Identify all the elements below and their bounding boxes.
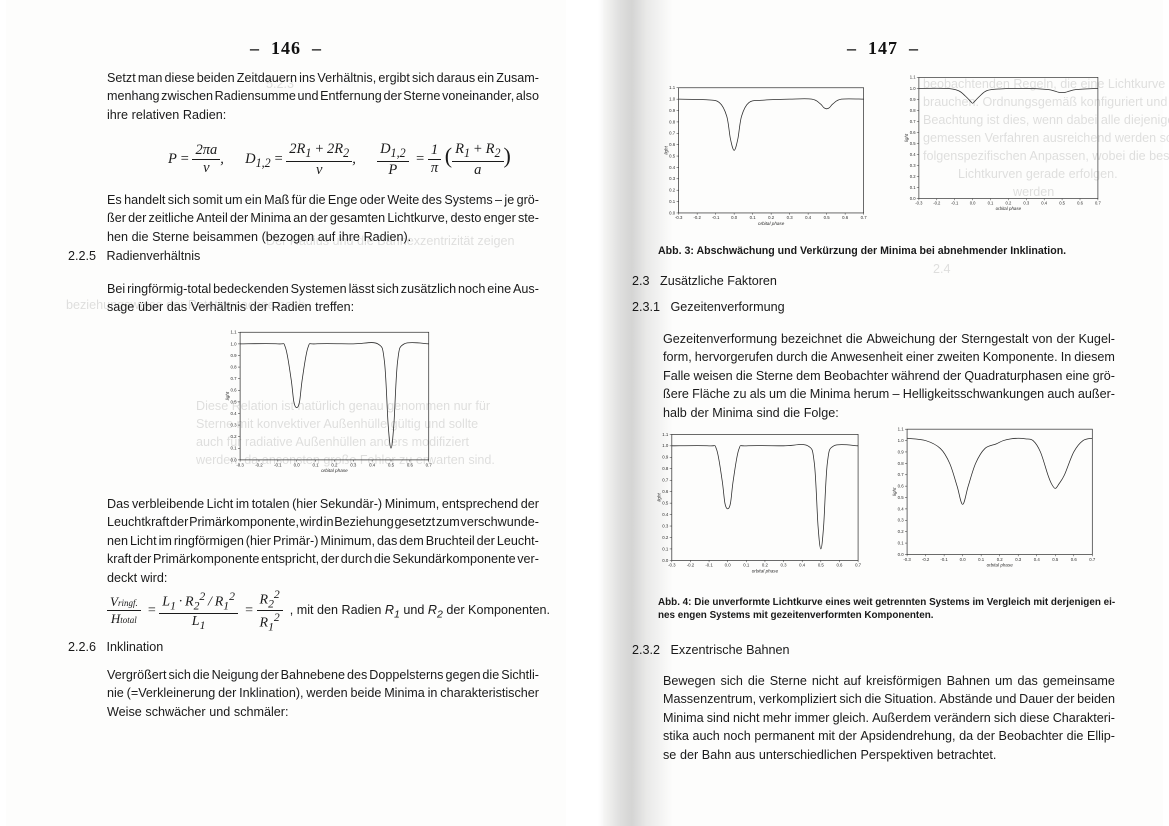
svg-text:0.4: 0.4 xyxy=(805,215,812,220)
svg-text:0.7: 0.7 xyxy=(230,376,237,381)
svg-text:0.5: 0.5 xyxy=(1059,201,1065,206)
svg-text:0.6: 0.6 xyxy=(842,215,849,220)
svg-text:0.2: 0.2 xyxy=(898,529,905,534)
svg-text:0.3: 0.3 xyxy=(780,562,787,567)
svg-text:0.3: 0.3 xyxy=(1023,201,1029,206)
svg-text:0.3: 0.3 xyxy=(230,422,237,427)
svg-text:0.5: 0.5 xyxy=(230,399,237,404)
svg-text:0.1: 0.1 xyxy=(750,215,757,220)
svg-text:0.2: 0.2 xyxy=(910,174,916,179)
svg-text:-0.3: -0.3 xyxy=(675,215,683,220)
svg-text:orbital phase: orbital phase xyxy=(996,206,1022,211)
svg-text:0.2: 0.2 xyxy=(1005,201,1011,206)
svg-text:0.7: 0.7 xyxy=(861,215,868,220)
svg-text:0.2: 0.2 xyxy=(331,462,338,467)
svg-text:orbital phase: orbital phase xyxy=(758,220,785,225)
svg-text:0.4: 0.4 xyxy=(230,411,237,416)
svg-text:0.3: 0.3 xyxy=(350,462,357,467)
svg-text:-0.1: -0.1 xyxy=(941,556,949,561)
svg-text:0.2: 0.2 xyxy=(997,556,1004,561)
svg-text:1.0: 1.0 xyxy=(230,341,237,346)
svg-text:orbital phase: orbital phase xyxy=(321,468,348,473)
svg-text:1.1: 1.1 xyxy=(898,426,905,431)
svg-text:0.0: 0.0 xyxy=(230,457,237,462)
svg-text:0.5: 0.5 xyxy=(388,462,395,467)
svg-text:0.0: 0.0 xyxy=(294,462,301,467)
svg-text:0.3: 0.3 xyxy=(787,215,794,220)
svg-text:0.0: 0.0 xyxy=(960,556,967,561)
svg-text:0.9: 0.9 xyxy=(230,353,237,358)
svg-text:0.4: 0.4 xyxy=(799,562,806,567)
svg-text:-0.1: -0.1 xyxy=(951,201,959,206)
svg-text:0.9: 0.9 xyxy=(910,97,916,102)
svg-text:0.2: 0.2 xyxy=(768,215,775,220)
svg-text:0.6: 0.6 xyxy=(836,562,843,567)
svg-text:0.8: 0.8 xyxy=(230,364,237,369)
svg-text:0.5: 0.5 xyxy=(1053,556,1060,561)
svg-text:-0.1: -0.1 xyxy=(274,462,282,467)
svg-text:0.4: 0.4 xyxy=(1034,556,1041,561)
svg-text:0.6: 0.6 xyxy=(1071,556,1078,561)
svg-text:-0.3: -0.3 xyxy=(915,201,923,206)
svg-text:0.6: 0.6 xyxy=(898,483,905,488)
svg-text:0.8: 0.8 xyxy=(898,460,905,465)
svg-text:0.1: 0.1 xyxy=(898,540,905,545)
svg-text:0.5: 0.5 xyxy=(817,562,824,567)
svg-text:0.4: 0.4 xyxy=(910,152,916,157)
svg-text:0.7: 0.7 xyxy=(426,462,433,467)
svg-text:orbital phase: orbital phase xyxy=(751,568,778,573)
svg-text:0.7: 0.7 xyxy=(910,119,916,124)
svg-text:-0.2: -0.2 xyxy=(933,201,941,206)
svg-text:0.4: 0.4 xyxy=(369,462,376,467)
svg-text:0.3: 0.3 xyxy=(910,163,916,168)
svg-text:0.0: 0.0 xyxy=(970,201,976,206)
svg-text:0.6: 0.6 xyxy=(230,388,237,393)
svg-text:-0.2: -0.2 xyxy=(922,556,930,561)
svg-text:light: light xyxy=(904,133,909,142)
svg-text:0.7: 0.7 xyxy=(855,562,862,567)
svg-text:0.1: 0.1 xyxy=(987,201,993,206)
svg-text:0.1: 0.1 xyxy=(743,562,750,567)
svg-text:1.1: 1.1 xyxy=(910,75,916,80)
svg-text:0.0: 0.0 xyxy=(724,562,731,567)
svg-text:0.6: 0.6 xyxy=(1077,201,1083,206)
svg-text:-0.1: -0.1 xyxy=(712,215,720,220)
svg-text:-0.3: -0.3 xyxy=(904,556,912,561)
svg-text:0.5: 0.5 xyxy=(910,141,916,146)
svg-text:light: light xyxy=(892,487,897,496)
svg-text:light: light xyxy=(225,391,230,400)
svg-text:1.1: 1.1 xyxy=(230,330,237,335)
svg-text:-0.2: -0.2 xyxy=(693,215,701,220)
svg-text:-0.3: -0.3 xyxy=(236,462,244,467)
svg-text:0.6: 0.6 xyxy=(407,462,414,467)
svg-text:0.7: 0.7 xyxy=(1095,201,1101,206)
svg-text:1.0: 1.0 xyxy=(898,438,905,443)
svg-text:0.1: 0.1 xyxy=(979,556,986,561)
svg-text:-0.1: -0.1 xyxy=(705,562,713,567)
svg-text:0.1: 0.1 xyxy=(313,462,320,467)
svg-text:0.9: 0.9 xyxy=(898,449,905,454)
svg-text:0.7: 0.7 xyxy=(898,472,905,477)
svg-text:0.5: 0.5 xyxy=(898,495,905,500)
svg-text:0.3: 0.3 xyxy=(1016,556,1023,561)
svg-text:-0.2: -0.2 xyxy=(255,462,263,467)
svg-text:0.4: 0.4 xyxy=(898,506,905,511)
svg-text:0.3: 0.3 xyxy=(898,517,905,522)
svg-text:0.8: 0.8 xyxy=(910,108,916,113)
svg-text:orbital phase: orbital phase xyxy=(987,562,1014,567)
svg-text:0.2: 0.2 xyxy=(761,562,768,567)
svg-text:0.1: 0.1 xyxy=(910,185,916,190)
svg-text:0.0: 0.0 xyxy=(731,215,738,220)
svg-text:0.1: 0.1 xyxy=(230,446,237,451)
svg-text:0.5: 0.5 xyxy=(824,215,831,220)
svg-text:0.6: 0.6 xyxy=(910,130,916,135)
svg-text:0.2: 0.2 xyxy=(230,434,237,439)
svg-text:0.7: 0.7 xyxy=(1090,556,1097,561)
svg-text:-0.2: -0.2 xyxy=(686,562,694,567)
svg-text:1.0: 1.0 xyxy=(910,86,916,91)
svg-text:0.4: 0.4 xyxy=(1041,201,1047,206)
